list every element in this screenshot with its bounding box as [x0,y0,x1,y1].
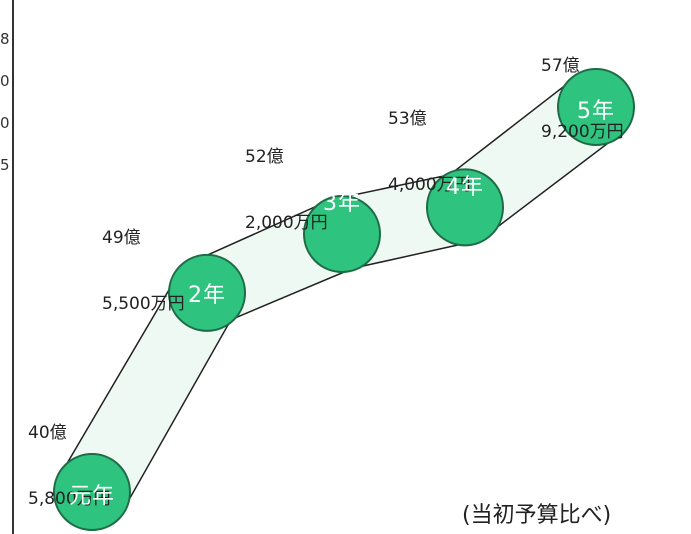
year-label-2: 3年 [323,191,361,216]
value-label-4: 57億 9,200万円 [541,11,624,165]
value-label-man: 2,000万円 [245,213,328,233]
value-label-man: 5,500万円 [102,294,185,314]
value-label-man: 4,000万円 [388,175,471,195]
year-node-3 [426,168,504,247]
year-label-0: 元年 [68,484,115,509]
value-label-oku: 53億 [388,109,427,129]
edge-digit: 0 [0,72,10,90]
value-label-1: 49億 5,500万円 [102,183,185,337]
year-label-3: 4年 [446,175,484,200]
value-label-oku: 40億 [28,423,67,443]
value-label-oku: 57億 [541,56,580,76]
year-node-4 [557,68,635,146]
edge-digit: 8 [0,30,10,48]
budget-note: (当初予算比べ) [462,503,612,528]
value-label-0: 40億 5,800万円 [28,378,111,532]
year-node-1 [168,253,246,332]
year-label-1: 2年 [188,283,226,308]
edge-digit: 0 [0,114,10,132]
value-label-oku: 52億 [245,147,284,167]
year-label-4: 5年 [577,99,615,124]
value-label-oku: 49億 [102,228,141,248]
value-label-3: 53億 4,000万円 [388,64,471,218]
year-node-2 [303,195,381,274]
axis-rule [12,0,14,534]
value-label-man: 5,800万円 [28,489,111,509]
value-label-2: 52億 2,000万円 [245,102,328,256]
value-label-man: 9,200万円 [541,122,624,142]
edge-digit: 5 [0,156,10,174]
year-node-0 [53,453,131,531]
